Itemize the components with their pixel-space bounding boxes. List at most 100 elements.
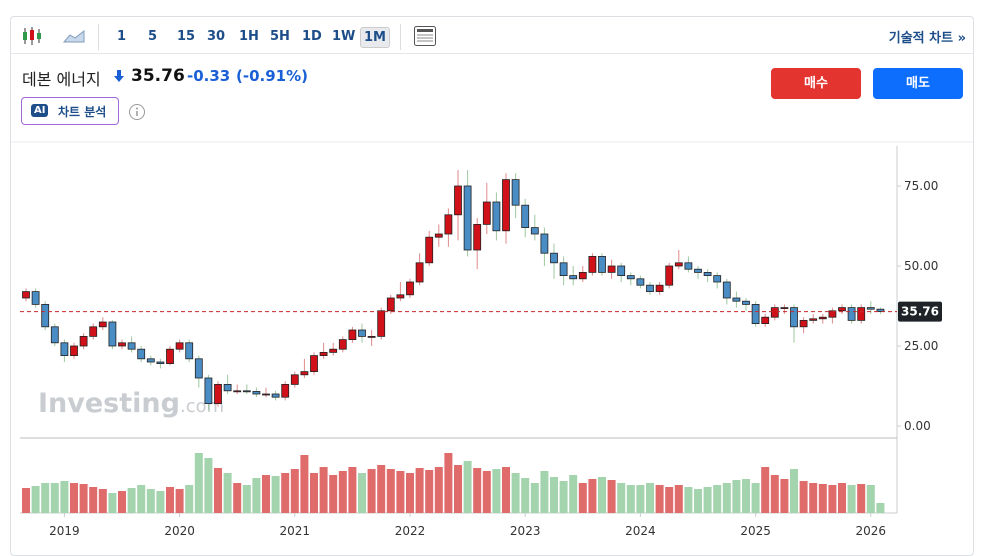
volume-bar — [473, 468, 482, 513]
candle-body — [329, 348, 338, 353]
candle-body — [406, 281, 414, 296]
interval-button[interactable]: 15 — [177, 29, 196, 44]
volume-bar — [396, 471, 405, 513]
volume-bar — [271, 476, 280, 513]
instrument-name: 데본 에너지 — [22, 70, 101, 89]
volume-bar — [521, 478, 530, 513]
last-price-label: 35.76 — [901, 305, 939, 319]
interval-button[interactable]: 5H — [270, 29, 290, 44]
candle-body — [319, 351, 328, 356]
candle-body — [300, 371, 309, 376]
candle-body — [540, 233, 549, 254]
candle-body — [492, 201, 501, 232]
volume-bar — [838, 483, 846, 513]
ai-label: 차트 분석 — [58, 105, 107, 119]
candle-body — [233, 390, 242, 393]
interval-button[interactable]: 1W — [332, 29, 356, 44]
candle-body — [50, 326, 59, 344]
candle-body — [550, 252, 558, 264]
volume-bar — [233, 483, 242, 513]
candle-body — [838, 307, 846, 312]
candle-body — [175, 342, 184, 350]
candle-body — [70, 345, 78, 357]
candle-body — [607, 265, 616, 273]
watermark: Investing.com — [38, 388, 224, 419]
candle-body — [694, 268, 702, 273]
volume-bar — [252, 478, 261, 513]
candle-icon[interactable] — [20, 25, 44, 47]
candle-body — [89, 326, 98, 337]
volume-bar — [598, 477, 606, 513]
x-tick-label: 2026 — [856, 524, 887, 538]
buy-button[interactable]: 매수 — [771, 68, 861, 99]
area-icon[interactable] — [62, 27, 86, 45]
candle-body — [41, 303, 50, 328]
x-tick-label: 2025 — [740, 524, 771, 538]
candle-body — [127, 342, 136, 350]
candle-body — [578, 271, 587, 280]
volume-bar — [530, 483, 539, 513]
candle-body — [857, 307, 866, 321]
volume-bar — [367, 469, 376, 513]
volume-bar — [655, 485, 664, 513]
volume-bar — [502, 467, 510, 513]
volume-bar — [338, 471, 347, 513]
candle-body — [847, 307, 856, 321]
x-tick-label: 2021 — [280, 524, 311, 538]
interval-button[interactable]: 1M — [360, 27, 390, 48]
volume-bar — [425, 470, 434, 513]
volume-bar — [194, 453, 203, 513]
candle-body — [703, 271, 712, 276]
watermark-suffix: .com — [180, 396, 224, 417]
divider — [98, 24, 99, 50]
volume-bar — [847, 485, 856, 513]
candle-body — [722, 281, 731, 299]
y-tick-label: 0.00 — [904, 419, 931, 433]
volume-bar — [463, 461, 472, 513]
volume-bar — [70, 483, 78, 513]
volume-bar — [770, 475, 779, 513]
candle-body — [732, 297, 741, 302]
candle-body — [713, 275, 722, 283]
volume-bar — [866, 485, 875, 513]
volume-bar — [828, 485, 837, 513]
volume-bar — [127, 488, 136, 513]
candle-body — [79, 335, 88, 347]
volume-bar — [684, 487, 693, 513]
advanced-chart-link[interactable]: 기술적 차트 » — [888, 31, 966, 46]
interval-button[interactable]: 30 — [207, 29, 226, 44]
volume-bar — [348, 467, 357, 513]
interval-button[interactable]: 1D — [302, 29, 322, 44]
candle-body — [252, 391, 261, 395]
volume-bar — [223, 473, 232, 513]
candle-body — [31, 291, 40, 305]
x-tick-label: 2020 — [164, 524, 195, 538]
info-icon[interactable] — [128, 103, 146, 121]
volume-bar — [41, 483, 50, 513]
volume-bar — [137, 485, 146, 513]
interval-button[interactable]: 5 — [148, 29, 158, 44]
ai-analysis-button[interactable]: AI 차트 분석 — [21, 97, 119, 125]
volume-bar — [281, 473, 290, 513]
candle-body — [166, 348, 174, 365]
layout-icon[interactable] — [413, 25, 437, 47]
candle-body — [636, 278, 645, 286]
volume-bar — [60, 481, 69, 513]
volume-bar — [50, 483, 59, 513]
candle-body — [463, 185, 472, 251]
candle-body — [866, 307, 875, 310]
candle-body — [530, 227, 539, 235]
change-percent: (-0.91%) — [236, 67, 308, 85]
candle-body — [799, 319, 808, 328]
candle-body — [137, 348, 146, 360]
volume-bar — [406, 473, 414, 513]
y-tick-label: 50.00 — [904, 259, 938, 273]
sell-button[interactable]: 매도 — [873, 68, 963, 99]
volume-bar — [578, 483, 587, 513]
candle-body — [521, 204, 530, 228]
interval-button[interactable]: 1H — [239, 29, 259, 44]
candle-body — [194, 358, 203, 379]
volume-bar — [550, 477, 558, 513]
interval-button[interactable]: 1 — [117, 29, 127, 44]
